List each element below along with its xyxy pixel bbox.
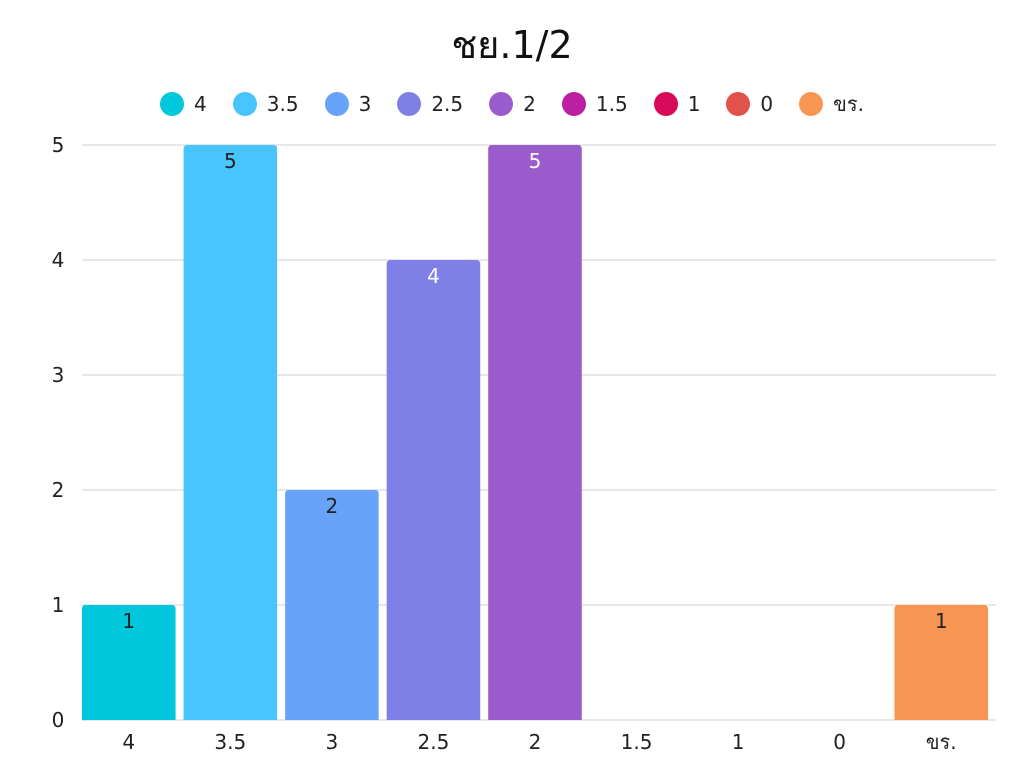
y-tick-label: 1 <box>52 593 65 617</box>
chart-title: ชย.1/2 <box>451 23 573 67</box>
legend-swatch <box>160 92 185 116</box>
y-tick-label: 5 <box>52 133 65 157</box>
legend-item: 3 <box>324 92 372 116</box>
bar <box>183 145 278 720</box>
x-tick-label: 2.5 <box>418 730 450 754</box>
legend-swatch <box>397 92 422 116</box>
legend-item: 1 <box>653 92 701 116</box>
data-label: 4 <box>427 264 440 288</box>
x-tick-label: 2 <box>529 730 542 754</box>
legend-label: 2.5 <box>431 92 464 116</box>
legend-label: 1 <box>687 92 701 116</box>
legend-label: 3.5 <box>266 92 299 116</box>
legend-swatch <box>726 92 751 116</box>
legend-swatch <box>653 92 678 116</box>
legend-swatch <box>561 92 586 116</box>
legend-item: 2 <box>489 92 536 116</box>
legend-swatch <box>324 92 349 116</box>
legend-label: 0 <box>760 92 774 116</box>
y-axis: 0 1 2 3 4 5 <box>52 133 65 732</box>
bar <box>82 605 176 720</box>
x-tick-label: 1.5 <box>621 730 653 754</box>
data-labels: 1 5 2 4 5 1 <box>122 149 947 633</box>
chart-legend: 4 3.5 3 2.5 2 1.5 1 0 ขร. <box>0 88 1024 120</box>
legend-item: 2.5 <box>397 92 463 116</box>
legend-item: 4 <box>160 92 207 116</box>
legend-swatch <box>232 92 257 116</box>
data-label: 2 <box>326 494 339 518</box>
legend-label: ขร. <box>833 92 864 116</box>
legend-label: 1.5 <box>595 92 628 116</box>
data-label: 1 <box>935 609 948 633</box>
x-tick-label: 0 <box>833 730 846 754</box>
x-tick-label: 3 <box>326 730 339 754</box>
legend-item: 1.5 <box>561 92 628 116</box>
legend-item: 0 <box>726 92 773 116</box>
legend-label: 4 <box>194 92 207 116</box>
x-tick-label: 3.5 <box>214 730 246 754</box>
x-tick-label: 1 <box>732 730 745 754</box>
data-label: 5 <box>529 149 542 173</box>
bar <box>285 490 379 720</box>
bars <box>82 145 988 720</box>
legend-item: ขร. <box>799 88 864 120</box>
data-label: 5 <box>224 149 237 173</box>
y-tick-label: 2 <box>52 478 65 502</box>
bar <box>488 145 582 720</box>
y-tick-label: 3 <box>52 363 65 387</box>
legend-label: 2 <box>523 92 536 116</box>
bar <box>386 260 481 720</box>
legend-label: 3 <box>358 92 372 116</box>
bar <box>894 605 988 720</box>
x-tick-label: 4 <box>122 730 135 754</box>
x-tick-label: ขร. <box>926 730 957 754</box>
y-tick-label: 0 <box>52 708 65 732</box>
y-tick-label: 4 <box>52 248 65 272</box>
legend-item: 3.5 <box>232 92 299 116</box>
legend-swatch <box>489 92 514 116</box>
data-label: 1 <box>122 609 135 633</box>
legend-swatch <box>799 92 824 116</box>
x-axis: 4 3.5 3 2.5 2 1.5 1 0 ขร. <box>122 730 956 754</box>
